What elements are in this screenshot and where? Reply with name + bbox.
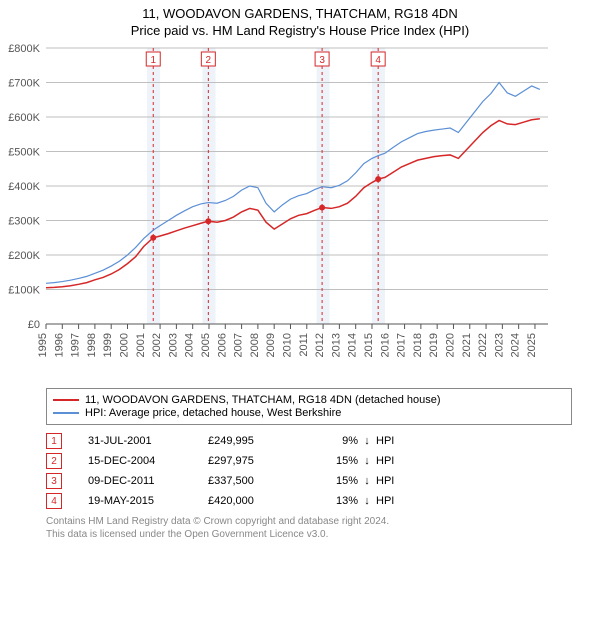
transaction-row: 2 15-DEC-2004£297,97515%↓HPI bbox=[46, 453, 572, 469]
svg-text:2001: 2001 bbox=[135, 333, 147, 357]
transaction-row: 1 31-JUL-2001£249,9959%↓HPI bbox=[46, 433, 572, 449]
legend-label: 11, WOODAVON GARDENS, THATCHAM, RG18 4DN… bbox=[85, 394, 441, 406]
transaction-price: £297,975 bbox=[208, 455, 308, 467]
transaction-marker: 3 bbox=[46, 473, 62, 489]
footer-line2: This data is licensed under the Open Gov… bbox=[46, 528, 572, 541]
svg-text:£400K: £400K bbox=[8, 181, 40, 193]
transaction-price: £337,500 bbox=[208, 475, 308, 487]
svg-text:2011: 2011 bbox=[298, 333, 310, 357]
svg-text:2014: 2014 bbox=[347, 333, 359, 357]
svg-text:2000: 2000 bbox=[118, 333, 130, 357]
transaction-row: 3 09-DEC-2011£337,50015%↓HPI bbox=[46, 473, 572, 489]
svg-text:1: 1 bbox=[150, 55, 156, 66]
transaction-date: 31-JUL-2001 bbox=[88, 435, 208, 447]
svg-text:2021: 2021 bbox=[461, 333, 473, 357]
svg-text:£500K: £500K bbox=[8, 147, 40, 159]
footer-line1: Contains HM Land Registry data © Crown c… bbox=[46, 515, 572, 528]
svg-text:2008: 2008 bbox=[249, 333, 261, 357]
legend-item-hpi: HPI: Average price, detached house, West… bbox=[53, 407, 565, 419]
transaction-pct: 15% bbox=[308, 475, 358, 487]
svg-text:£0: £0 bbox=[28, 319, 40, 331]
svg-text:£100K: £100K bbox=[8, 285, 40, 297]
svg-text:2007: 2007 bbox=[233, 333, 245, 357]
svg-text:£300K: £300K bbox=[8, 216, 40, 228]
transaction-hpi-label: HPI bbox=[376, 495, 416, 507]
svg-text:2020: 2020 bbox=[444, 333, 456, 357]
transaction-date: 15-DEC-2004 bbox=[88, 455, 208, 467]
transaction-pct: 15% bbox=[308, 455, 358, 467]
transaction-price: £249,995 bbox=[208, 435, 308, 447]
svg-text:1995: 1995 bbox=[37, 333, 49, 357]
transaction-pct: 13% bbox=[308, 495, 358, 507]
svg-text:£700K: £700K bbox=[8, 78, 40, 90]
transaction-date: 19-MAY-2015 bbox=[88, 495, 208, 507]
transactions-table: 131-JUL-2001£249,9959%↓HPI215-DEC-2004£2… bbox=[46, 433, 572, 509]
svg-text:£600K: £600K bbox=[8, 112, 40, 124]
down-arrow-icon: ↓ bbox=[358, 435, 376, 447]
svg-text:2010: 2010 bbox=[281, 333, 293, 357]
legend-label: HPI: Average price, detached house, West… bbox=[85, 407, 341, 419]
svg-text:1999: 1999 bbox=[102, 333, 114, 357]
price-chart: £0 £100K £200K £300K £400K £500K £600K £700K £80… bbox=[0, 42, 560, 382]
legend-swatch bbox=[53, 412, 79, 414]
svg-text:2016: 2016 bbox=[379, 333, 391, 357]
transaction-hpi-label: HPI bbox=[376, 435, 416, 447]
svg-text:2: 2 bbox=[206, 55, 212, 66]
legend-item-price-paid: 11, WOODAVON GARDENS, THATCHAM, RG18 4DN… bbox=[53, 394, 565, 406]
transaction-marker: 4 bbox=[46, 493, 62, 509]
svg-text:2017: 2017 bbox=[396, 333, 408, 357]
transaction-hpi-label: HPI bbox=[376, 475, 416, 487]
svg-text:2022: 2022 bbox=[477, 333, 489, 357]
transaction-price: £420,000 bbox=[208, 495, 308, 507]
transaction-hpi-label: HPI bbox=[376, 455, 416, 467]
svg-text:2012: 2012 bbox=[314, 333, 326, 357]
svg-text:2024: 2024 bbox=[510, 333, 522, 357]
legend-swatch bbox=[53, 399, 79, 401]
down-arrow-icon: ↓ bbox=[358, 495, 376, 507]
svg-text:2002: 2002 bbox=[151, 333, 163, 357]
svg-text:2009: 2009 bbox=[265, 333, 277, 357]
transaction-pct: 9% bbox=[308, 435, 358, 447]
page-title-line2: Price paid vs. HM Land Registry's House … bbox=[0, 21, 600, 42]
svg-text:£200K: £200K bbox=[8, 250, 40, 262]
svg-text:3: 3 bbox=[319, 55, 325, 66]
page-title-line1: 11, WOODAVON GARDENS, THATCHAM, RG18 4DN bbox=[0, 0, 600, 21]
svg-text:2019: 2019 bbox=[428, 333, 440, 357]
legend: 11, WOODAVON GARDENS, THATCHAM, RG18 4DN… bbox=[46, 388, 572, 425]
down-arrow-icon: ↓ bbox=[358, 455, 376, 467]
transaction-row: 4 19-MAY-2015£420,00013%↓HPI bbox=[46, 493, 572, 509]
svg-text:£800K: £800K bbox=[8, 43, 40, 55]
transaction-marker: 1 bbox=[46, 433, 62, 449]
svg-text:2025: 2025 bbox=[526, 333, 538, 357]
transaction-date: 09-DEC-2011 bbox=[88, 475, 208, 487]
svg-text:1996: 1996 bbox=[53, 333, 65, 357]
svg-text:2015: 2015 bbox=[363, 333, 375, 357]
down-arrow-icon: ↓ bbox=[358, 475, 376, 487]
svg-text:1998: 1998 bbox=[86, 333, 98, 357]
svg-text:2013: 2013 bbox=[330, 333, 342, 357]
svg-text:2004: 2004 bbox=[184, 333, 196, 357]
svg-text:4: 4 bbox=[375, 55, 381, 66]
svg-text:2005: 2005 bbox=[200, 333, 212, 357]
transaction-marker: 2 bbox=[46, 453, 62, 469]
svg-text:2003: 2003 bbox=[167, 333, 179, 357]
svg-text:2018: 2018 bbox=[412, 333, 424, 357]
svg-text:2023: 2023 bbox=[493, 333, 505, 357]
svg-text:2006: 2006 bbox=[216, 333, 228, 357]
svg-text:1997: 1997 bbox=[70, 333, 82, 357]
footer: Contains HM Land Registry data © Crown c… bbox=[46, 515, 572, 541]
